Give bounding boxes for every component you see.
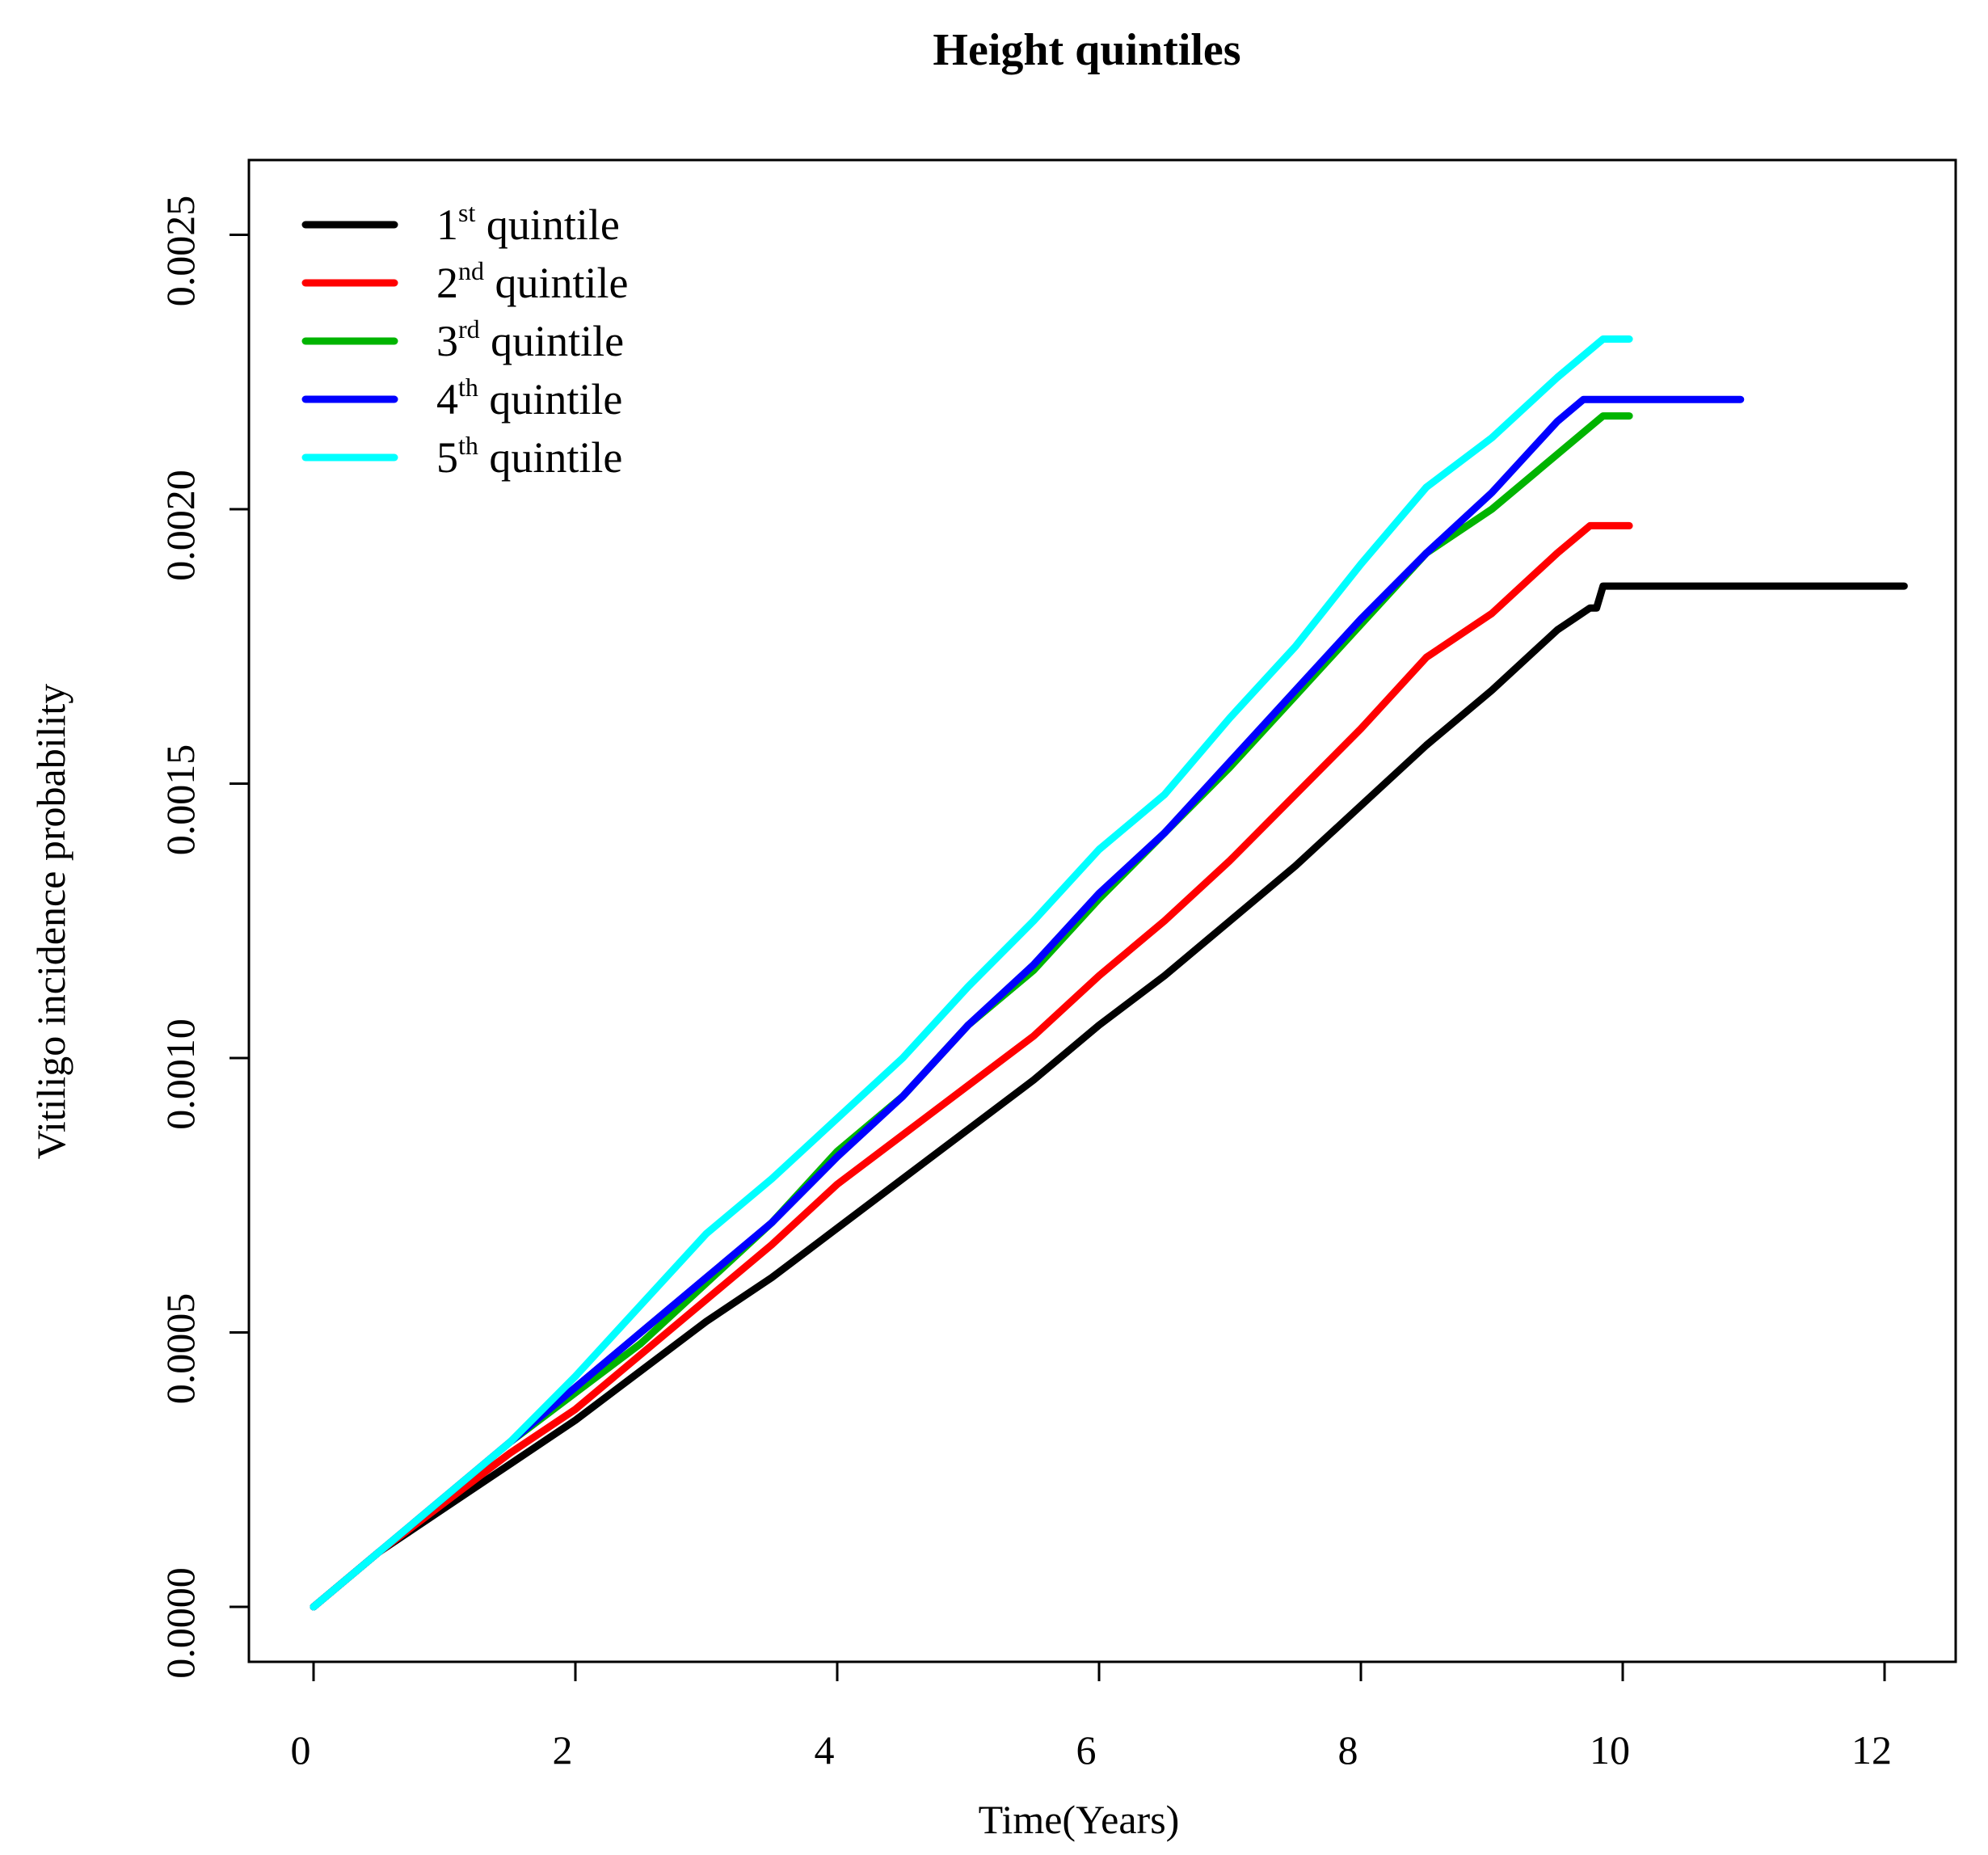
legend-label-q2: 2nd quintile bbox=[436, 256, 628, 307]
chart-title: Height quintiles bbox=[933, 25, 1240, 75]
legend-num: 5 bbox=[436, 433, 458, 482]
legend-label-q1: 1st quintile bbox=[436, 198, 620, 249]
x-tick-label: 0 bbox=[291, 1727, 311, 1773]
legend-num: 3 bbox=[436, 317, 458, 365]
x-tick-label: 10 bbox=[1590, 1727, 1630, 1773]
x-axis-label: Time(Years) bbox=[979, 1797, 1180, 1842]
legend-sup: rd bbox=[458, 314, 480, 344]
legend-rest: quintile bbox=[478, 433, 622, 482]
legend-num: 1 bbox=[436, 200, 458, 249]
y-tick-label: 0.0015 bbox=[158, 744, 203, 856]
x-tick-label: 4 bbox=[815, 1727, 835, 1773]
x-tick-label: 8 bbox=[1338, 1727, 1358, 1773]
y-tick-label: 0.0000 bbox=[158, 1567, 203, 1679]
legend-label-q3: 3rd quintile bbox=[436, 314, 624, 365]
legend-num: 4 bbox=[436, 375, 458, 424]
legend-sup: st bbox=[458, 198, 475, 227]
series-line-q5 bbox=[310, 335, 1633, 1611]
y-tick-label: 0.0005 bbox=[158, 1293, 203, 1405]
legend-rest: quintile bbox=[478, 375, 622, 424]
series-line-q4 bbox=[310, 395, 1745, 1611]
legend-label-q5: 5th quintile bbox=[436, 431, 622, 482]
y-tick-label: 0.0020 bbox=[158, 470, 203, 581]
legend-rest: quintile bbox=[475, 200, 619, 249]
x-tick-label: 12 bbox=[1851, 1727, 1892, 1773]
legend-num: 2 bbox=[436, 259, 458, 307]
x-axis: 0 2 4 6 8 10 12 bbox=[291, 1660, 1892, 1773]
legend-sup: th bbox=[458, 373, 478, 402]
y-tick-label: 0.0025 bbox=[158, 196, 203, 307]
x-tick-label: 2 bbox=[553, 1727, 573, 1773]
legend-rest: quintile bbox=[484, 259, 628, 307]
y-axis: 0.0000 0.0005 0.0010 0.0015 0.0020 0.0025 bbox=[158, 196, 251, 1679]
legend-rest: quintile bbox=[480, 317, 624, 365]
series-line-q1 bbox=[310, 582, 1908, 1611]
legend-sup: nd bbox=[458, 256, 484, 285]
x-tick-label: 6 bbox=[1076, 1727, 1097, 1773]
legend-sup: th bbox=[458, 431, 478, 460]
series-group bbox=[310, 335, 1908, 1611]
y-tick-label: 0.0010 bbox=[158, 1018, 203, 1130]
series-line-q3 bbox=[310, 412, 1633, 1611]
series-line-q2 bbox=[310, 521, 1633, 1611]
legend-label-q4: 4th quintile bbox=[436, 373, 622, 424]
y-axis-label: Vitiligo incidence probability bbox=[28, 684, 74, 1160]
